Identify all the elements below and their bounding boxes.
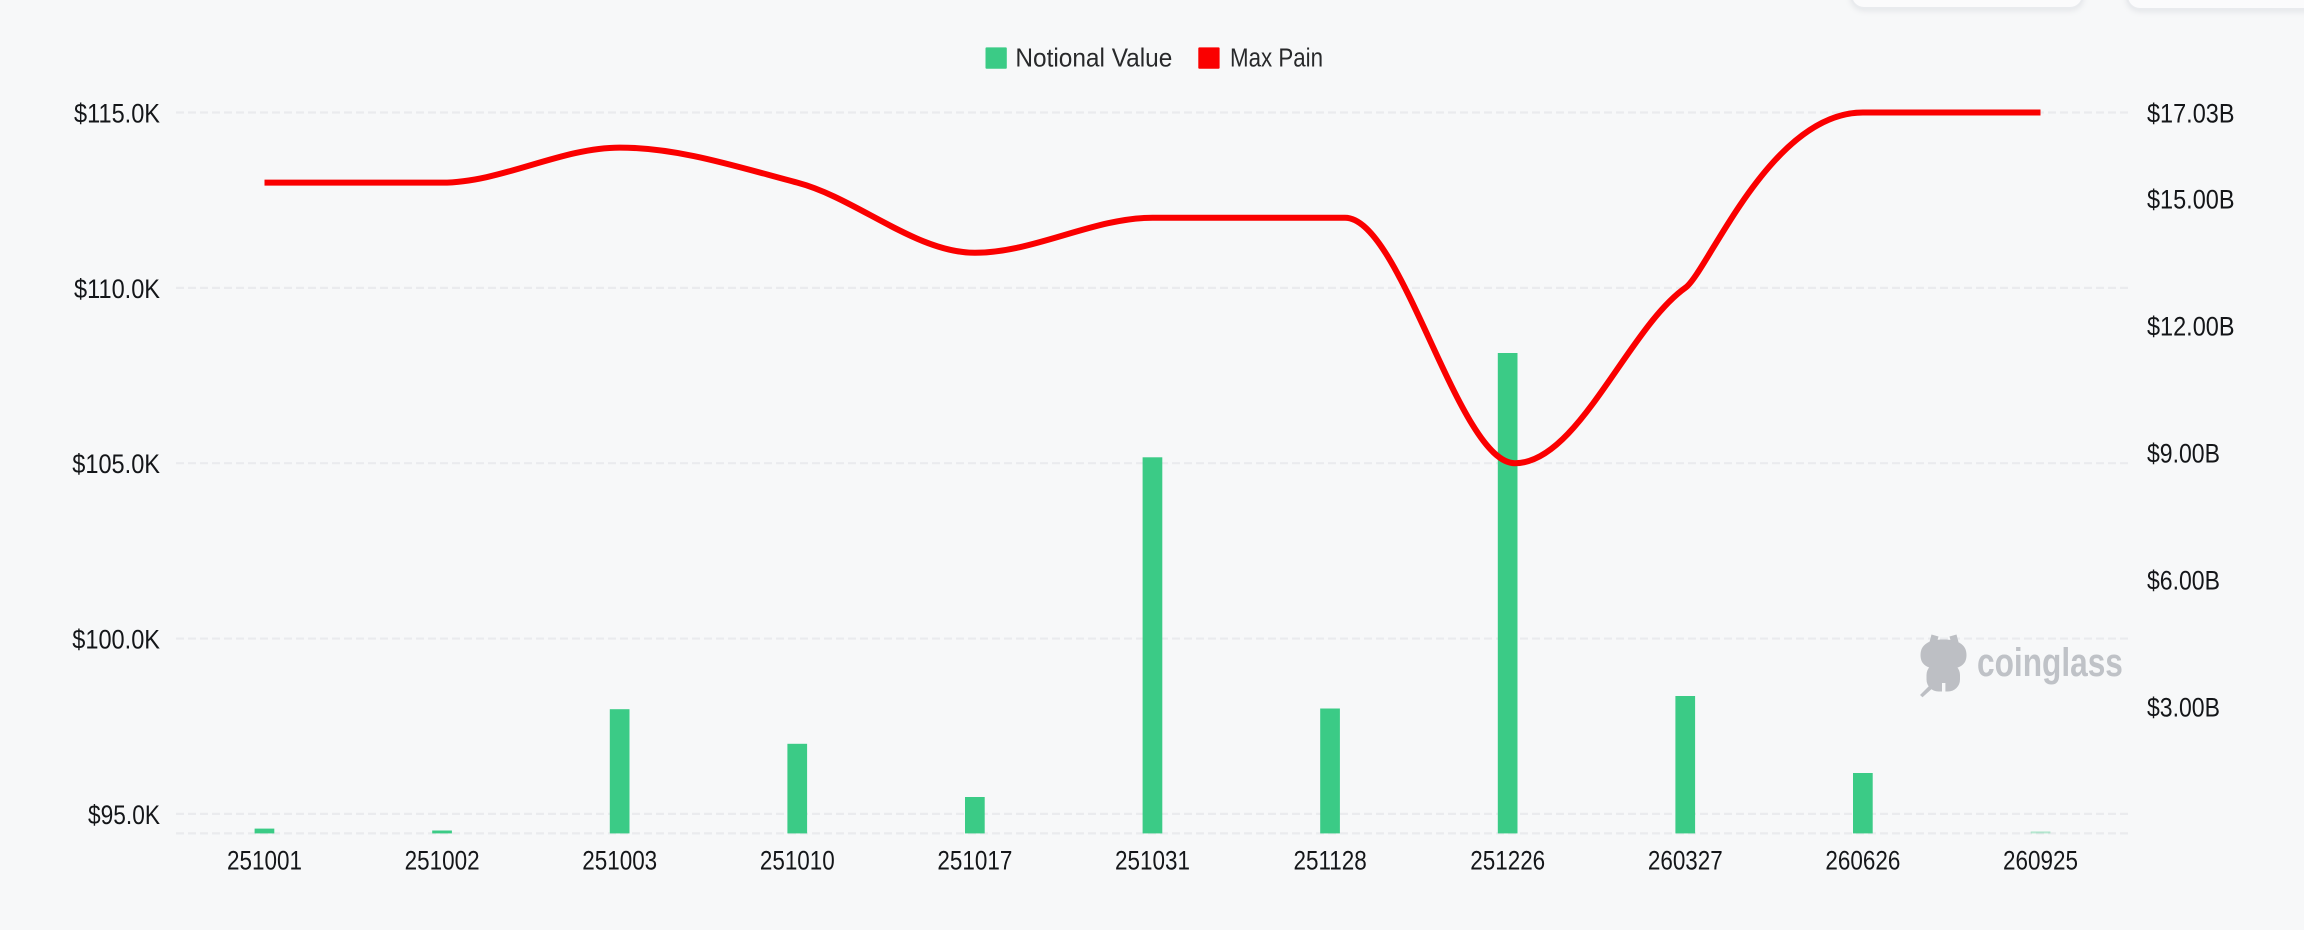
svg-text:Max Pain: Max Pain <box>1230 44 1323 73</box>
svg-text:$12.00B: $12.00B <box>2147 312 2234 342</box>
svg-text:260925: 260925 <box>2003 847 2078 876</box>
svg-text:Notional Value: Notional Value <box>1015 44 1172 73</box>
svg-text:$15.00B: $15.00B <box>2147 185 2234 215</box>
svg-text:251001: 251001 <box>227 847 302 876</box>
svg-text:$105.0K: $105.0K <box>72 450 160 480</box>
svg-text:$17.03B: $17.03B <box>2147 99 2234 129</box>
svg-text:251010: 251010 <box>760 847 835 876</box>
svg-text:coinglass: coinglass <box>1977 639 2123 684</box>
svg-text:251226: 251226 <box>1470 847 1545 876</box>
svg-text:$100.0K: $100.0K <box>72 625 160 655</box>
svg-text:251031: 251031 <box>1115 847 1190 876</box>
svg-text:251002: 251002 <box>405 847 480 876</box>
svg-text:$9.00B: $9.00B <box>2147 439 2220 469</box>
svg-text:260626: 260626 <box>1825 847 1900 876</box>
svg-text:$115.0K: $115.0K <box>74 99 160 129</box>
svg-text:$3.00B: $3.00B <box>2147 693 2220 723</box>
svg-text:251128: 251128 <box>1293 847 1366 876</box>
svg-text:$95.0K: $95.0K <box>88 800 160 830</box>
svg-text:260327: 260327 <box>1648 847 1723 876</box>
svg-text:$110.0K: $110.0K <box>74 274 160 304</box>
svg-text:251003: 251003 <box>582 847 657 876</box>
svg-text:$6.00B: $6.00B <box>2147 566 2220 596</box>
svg-text:251017: 251017 <box>937 847 1012 876</box>
